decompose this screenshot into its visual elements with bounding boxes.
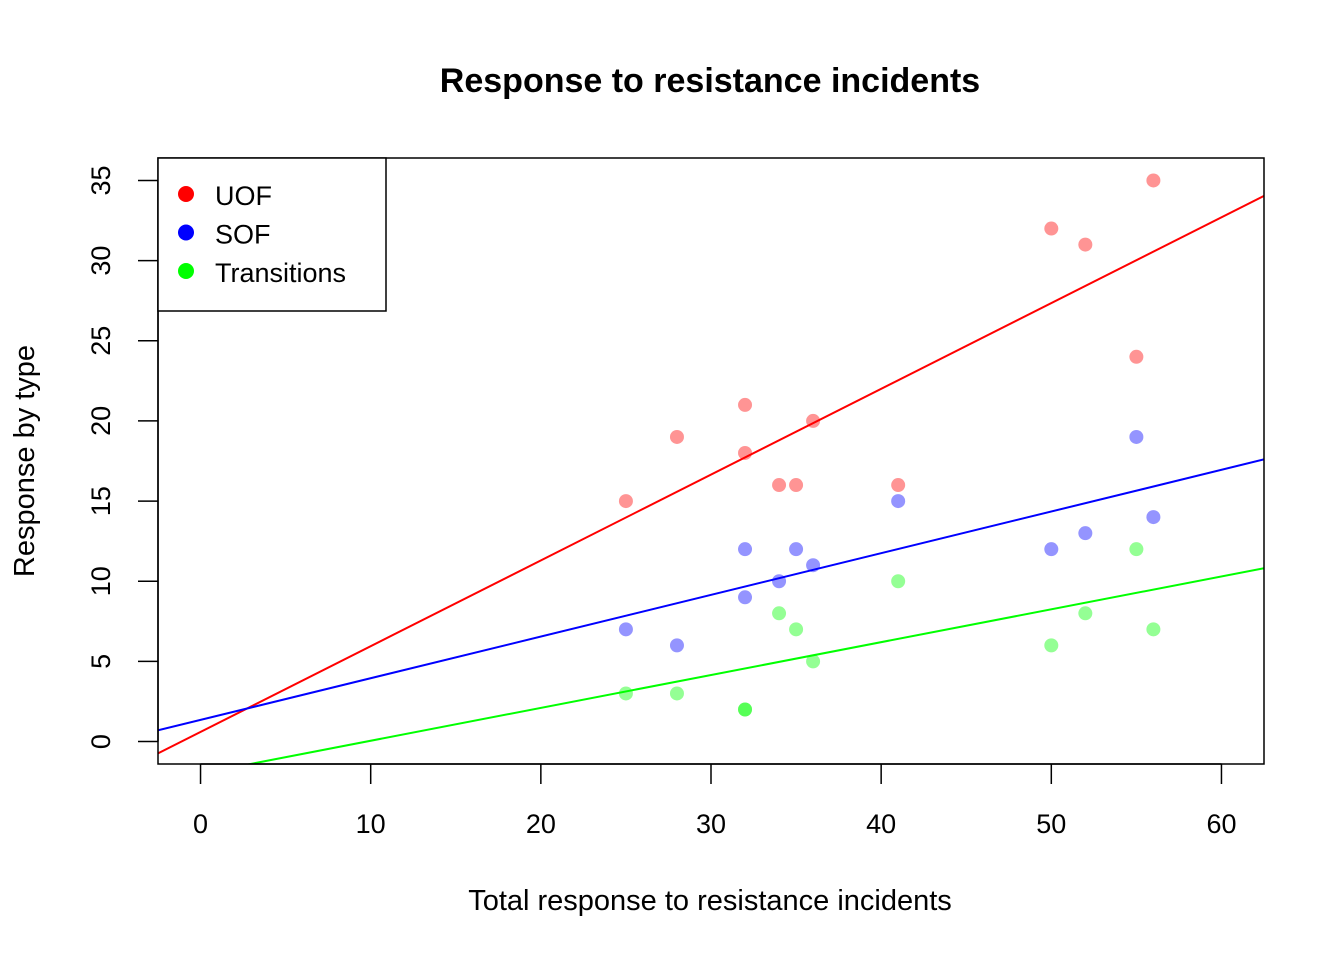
point-transitions xyxy=(1129,542,1144,557)
fit-line-sof xyxy=(158,458,1264,732)
x-tick-label: 40 xyxy=(866,809,896,839)
point-uof xyxy=(669,429,684,444)
point-uof xyxy=(772,478,787,493)
point-uof xyxy=(618,494,633,509)
fit-line-uof xyxy=(158,194,1264,755)
chart-title: Response to resistance incidents xyxy=(440,62,980,100)
point-sof xyxy=(789,542,804,557)
point-transitions xyxy=(789,622,804,637)
y-tick-label: 25 xyxy=(86,326,116,356)
y-tick-label: 5 xyxy=(86,654,116,669)
y-tick-label: 15 xyxy=(86,486,116,516)
point-uof xyxy=(738,397,753,412)
legend-marker-uof xyxy=(178,186,194,202)
point-transitions xyxy=(772,606,787,621)
point-transitions xyxy=(738,702,753,717)
legend-marker-sof xyxy=(178,224,194,241)
point-sof xyxy=(669,638,684,653)
y-tick-label: 35 xyxy=(86,165,116,195)
point-uof xyxy=(738,445,753,460)
y-tick-label: 20 xyxy=(86,406,116,436)
point-transitions xyxy=(738,702,753,717)
point-transitions xyxy=(891,574,906,589)
legend-box xyxy=(157,157,387,312)
point-sof xyxy=(1044,542,1059,557)
point-sof xyxy=(806,558,821,573)
point-sof xyxy=(1146,510,1161,525)
point-uof xyxy=(1146,173,1161,188)
legend-marker-transitions xyxy=(178,263,194,279)
legend-label-transitions: Transitions xyxy=(215,258,346,288)
x-tick-label: 60 xyxy=(1206,809,1236,839)
point-uof xyxy=(1044,221,1059,236)
point-transitions xyxy=(618,686,633,701)
point-transitions xyxy=(1044,638,1059,653)
legend-label-sof: SOF xyxy=(215,220,271,250)
x-tick-label: 20 xyxy=(526,809,556,839)
y-axis-label: Response by type xyxy=(9,345,41,577)
point-transitions xyxy=(806,654,821,669)
legend-label-uof: UOF xyxy=(215,181,272,211)
x-tick-label: 50 xyxy=(1036,809,1066,839)
point-transitions xyxy=(1078,606,1093,621)
x-tick-label: 30 xyxy=(696,809,726,839)
y-tick-label: 30 xyxy=(86,246,116,276)
point-sof xyxy=(738,542,753,557)
y-axis: 0 5 10 15 20 25 30 35 xyxy=(86,165,159,749)
point-uof xyxy=(806,413,821,428)
x-axis: 0 10 20 30 40 50 60 xyxy=(193,763,1236,839)
point-uof xyxy=(1078,237,1093,252)
point-transitions xyxy=(669,686,684,701)
x-axis-label: Total response to resistance incidents xyxy=(468,885,952,917)
point-sof xyxy=(891,494,906,509)
point-sof xyxy=(772,574,787,589)
x-tick-label: 10 xyxy=(356,809,386,839)
y-tick-label: 0 xyxy=(86,734,116,749)
point-sof xyxy=(1078,526,1093,541)
y-tick-label: 10 xyxy=(86,566,116,596)
point-uof xyxy=(891,478,906,493)
point-transitions xyxy=(1146,622,1161,637)
point-uof xyxy=(789,478,804,493)
x-tick-label: 0 xyxy=(193,809,208,839)
data-points xyxy=(618,173,1161,717)
point-uof xyxy=(1129,349,1144,364)
fit-line-transitions xyxy=(245,567,1264,764)
point-sof xyxy=(738,590,753,605)
fit-lines xyxy=(158,194,1264,764)
legend: UOF SOF Transitions xyxy=(157,157,387,312)
point-sof xyxy=(618,622,633,637)
point-sof xyxy=(1129,429,1144,444)
